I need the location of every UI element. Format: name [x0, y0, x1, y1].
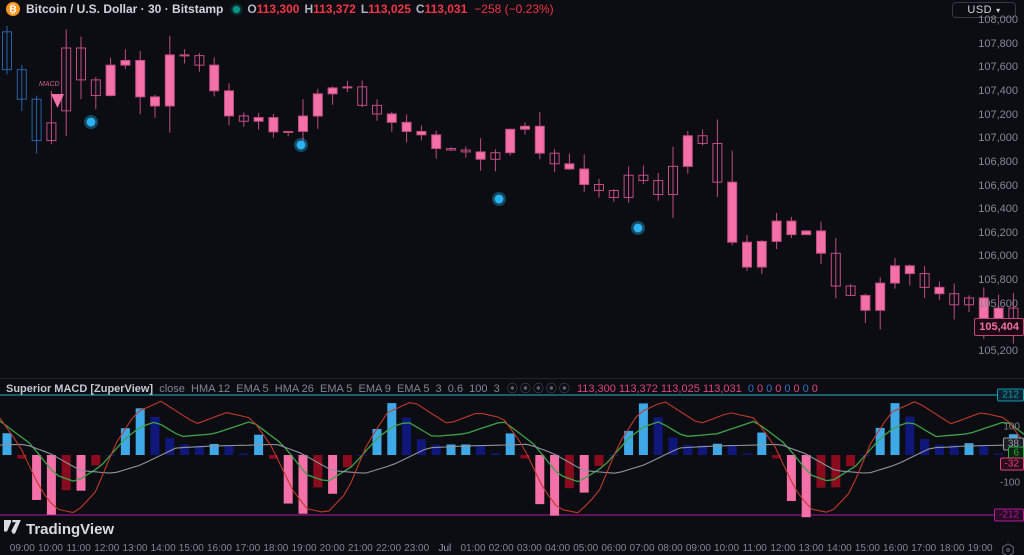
- svg-text:MACD: MACD: [39, 81, 60, 88]
- svg-text:B: B: [9, 4, 17, 16]
